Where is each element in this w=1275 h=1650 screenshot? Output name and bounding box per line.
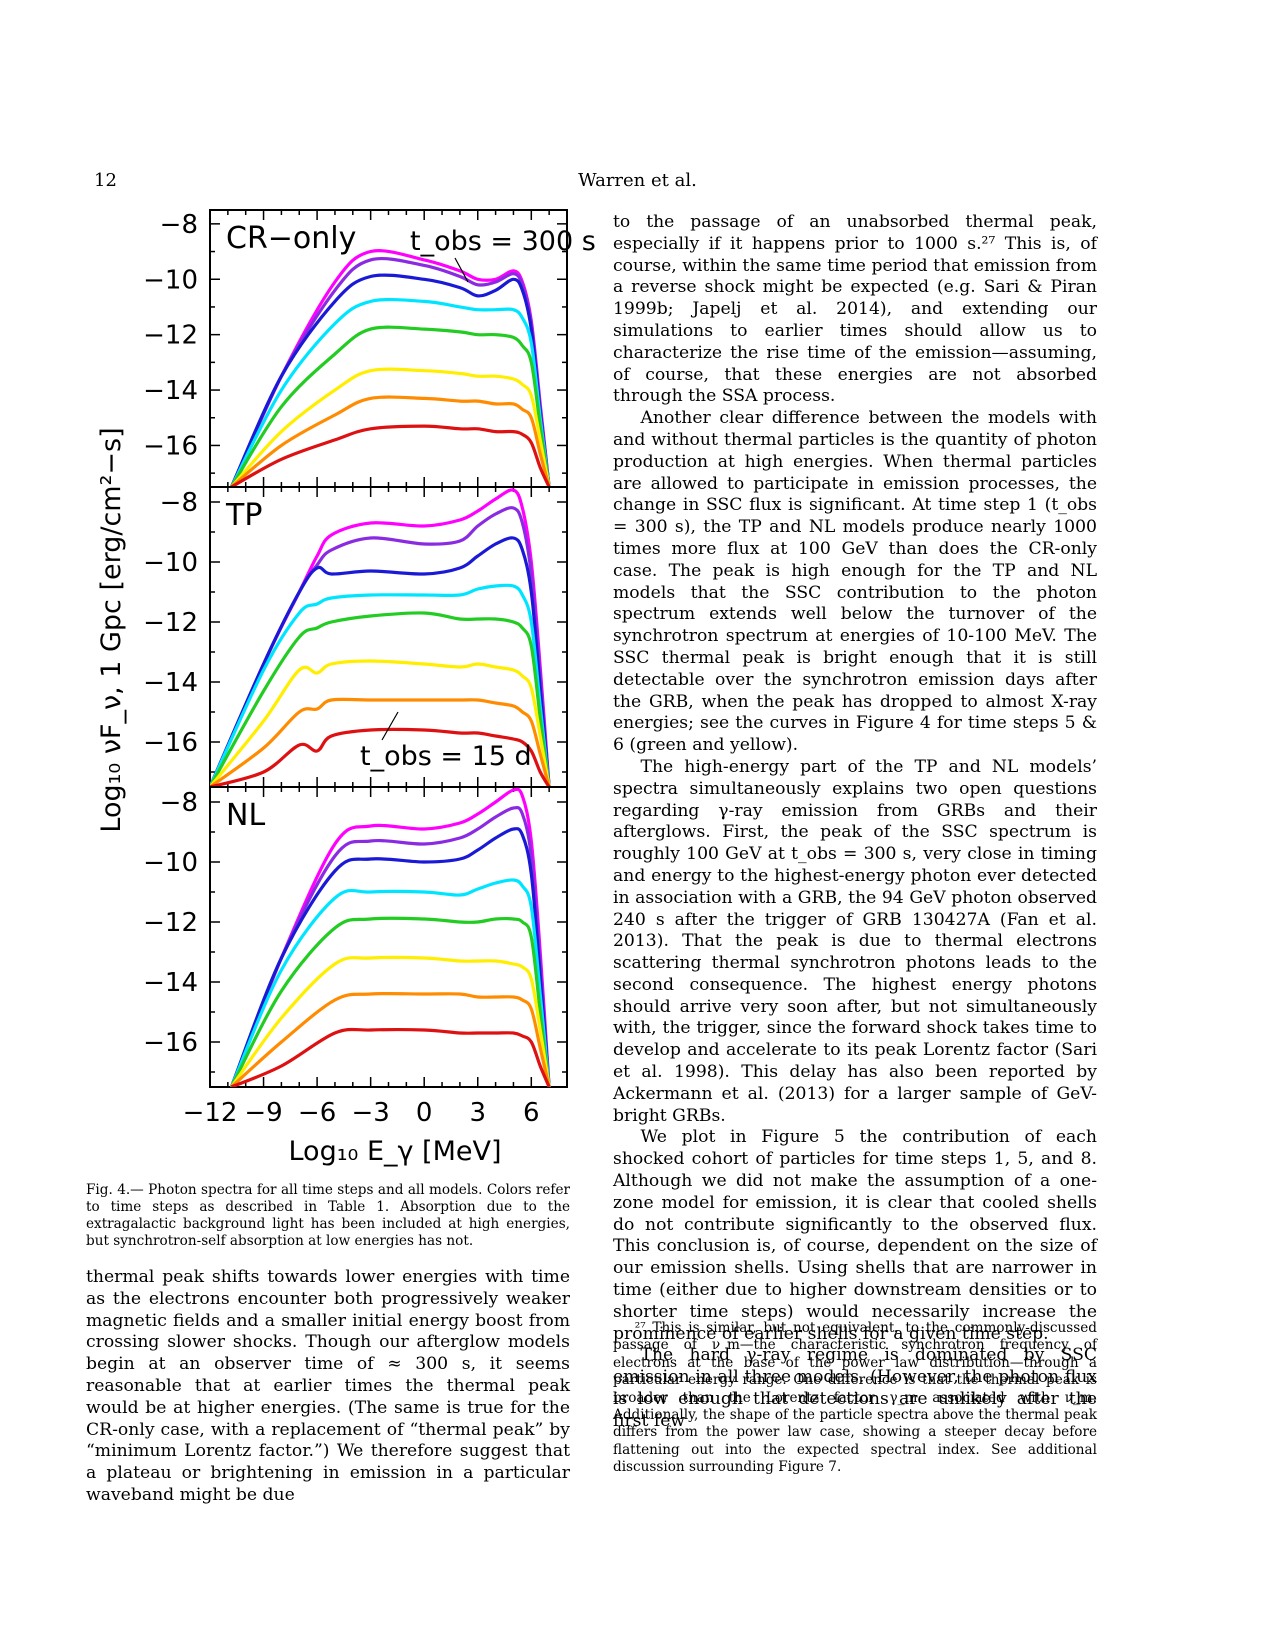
right-paragraph-4: We plot in Figure 5 the contribution of … (613, 1127, 1097, 1344)
x-axis-label: Log₁₀ E_γ [MeV] (288, 1136, 501, 1167)
y-tick-label: −10 (143, 265, 198, 295)
y-tick-label: −16 (143, 728, 198, 758)
series-line-2 (210, 536, 551, 787)
right-paragraph-3: The high-energy part of the TP and NL mo… (613, 756, 1097, 1126)
y-tick-label: −8 (160, 788, 198, 818)
right-paragraph-2: Another clear difference between the mod… (613, 408, 1097, 756)
right-column: to the passage of an unabsorbed thermal … (613, 212, 1097, 1433)
page-number: 12 (94, 170, 117, 191)
annotation-pointer (454, 257, 469, 283)
panel-label: NL (226, 798, 265, 833)
y-tick-label: −16 (143, 1028, 198, 1058)
right-paragraph-5: The hard γ-ray regime is dominated by SS… (613, 1345, 1097, 1431)
y-tick-label: −8 (160, 210, 198, 240)
left-paragraph: thermal peak shifts towards lower energi… (86, 1267, 570, 1505)
series-line-4 (230, 325, 551, 487)
series-line-5 (230, 955, 551, 1087)
series-line-3 (210, 583, 551, 787)
annotation-tobs-300: t_obs = 300 s (410, 226, 596, 257)
spectra-figure: −8−10−12−14−16CR−only−8−10−12−14−16TP−8−… (96, 209, 596, 1167)
series-line-2 (229, 827, 551, 1087)
y-tick-label: −12 (143, 608, 198, 638)
y-tick-label: −8 (160, 488, 198, 518)
series-line-6 (210, 697, 551, 787)
x-tick-label: 0 (416, 1098, 433, 1128)
x-tick-label: −12 (183, 1098, 238, 1128)
y-tick-label: −12 (143, 321, 198, 351)
panel-2: −8 −10 −12 −14 −16 NL (143, 786, 568, 1088)
x-tick-label: −9 (244, 1098, 282, 1128)
series-line-7 (210, 727, 551, 787)
annotation-tobs-15d: t_obs = 15 d (360, 741, 532, 772)
x-tick-label: 6 (523, 1098, 540, 1128)
series-line-6 (230, 395, 551, 487)
panel-1: −8 −10 −12 −14 −16 TP (143, 486, 568, 788)
y-tick-label: −14 (143, 668, 198, 698)
y-tick-label: −14 (143, 968, 198, 998)
left-column: thermal peak shifts towards lower energi… (86, 1267, 570, 1507)
series-line-7 (230, 1027, 551, 1087)
panel-label: TP (225, 498, 262, 533)
series-line-4 (210, 611, 551, 787)
y-tick-label: −10 (143, 848, 198, 878)
series-line-5 (210, 659, 551, 787)
y-tick-label: −16 (143, 431, 198, 461)
panel-0: −8 −10 −12 −14 −16 CR−only (143, 209, 568, 488)
y-tick-label: −14 (143, 376, 198, 406)
footnote: ²⁷ This is similar, but not equivalent, … (613, 1320, 1097, 1477)
figure-caption: Fig. 4.— Photon spectra for all time ste… (86, 1182, 570, 1249)
series-line-3 (229, 297, 551, 487)
y-tick-label: −12 (143, 908, 198, 938)
series-line-6 (230, 991, 551, 1087)
panel-label: CR−only (226, 221, 356, 256)
y-axis-label: Log₁₀ νF_ν, 1 Gpc [erg/cm²−s] (96, 427, 127, 832)
right-paragraph-1: to the passage of an unabsorbed thermal … (613, 212, 1097, 407)
y-tick-label: −10 (143, 548, 198, 578)
series-line-3 (229, 878, 551, 1087)
series-line-7 (230, 424, 551, 487)
x-tick-label: −3 (351, 1098, 389, 1128)
running-title: Warren et al. (578, 170, 697, 191)
footnote-text: ²⁷ This is similar, but not equivalent, … (613, 1320, 1097, 1476)
series-line-5 (230, 367, 551, 487)
series-line-4 (229, 916, 551, 1087)
x-tick-label: 3 (469, 1098, 486, 1128)
annotation-pointer (381, 711, 399, 741)
series-line-2 (229, 273, 551, 487)
x-tick-label: −6 (298, 1098, 336, 1128)
series-line-1 (229, 256, 551, 487)
